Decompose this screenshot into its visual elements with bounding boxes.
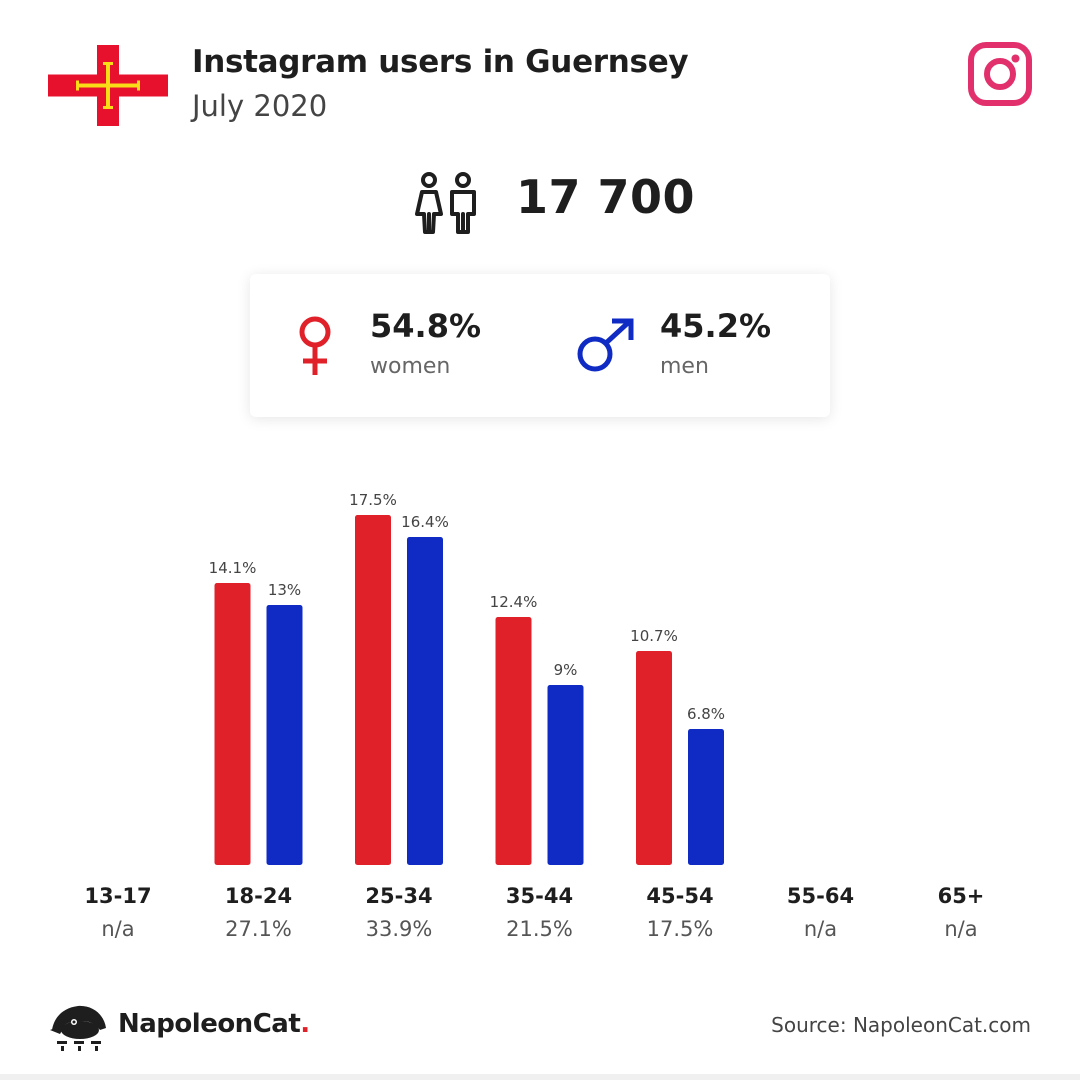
age-label-65+: 65+ [937, 884, 985, 908]
chart-subtitle: July 2020 [192, 89, 328, 123]
age-label-25-34: 25-34 [365, 884, 433, 908]
data-label-45-54-women: 10.7% [630, 627, 678, 645]
male-symbol-icon [577, 318, 634, 372]
age-total-25-34: 33.9% [365, 917, 433, 941]
gender-card [250, 274, 830, 417]
bar-25-34-women [355, 515, 391, 865]
instagram-icon [968, 42, 1032, 106]
bar-45-54-women [636, 651, 672, 865]
data-label-18-24-men: 13% [268, 581, 301, 599]
age-label-55-64: 55-64 [786, 884, 855, 908]
age-total-13-17: n/a [101, 917, 135, 941]
source-text: Source: NapoleonCat.com [771, 1013, 1031, 1037]
brand-name-text: NapoleonCat [118, 1009, 301, 1039]
chart-title: Instagram users in Guernsey [192, 44, 689, 80]
age-total-65+: n/a [944, 917, 978, 941]
age-total-45-54: 17.5% [646, 917, 714, 941]
age-gender-bar-chart: 14.1% 13% 17.5%16.4% 12.4% 9% 10.7% 6.8% [209, 491, 725, 865]
female-symbol-icon [299, 316, 331, 375]
men-label: men [660, 354, 709, 379]
bottom-divider [0, 1074, 1080, 1080]
data-label-25-34-men: 16.4% [401, 513, 449, 531]
data-label-45-54-men: 6.8% [687, 705, 725, 723]
age-total-35-44: 21.5% [506, 917, 573, 941]
data-label-35-44-women: 12.4% [490, 593, 538, 611]
age-label-45-54: 45-54 [646, 884, 714, 908]
age-total-55-64: n/a [803, 917, 838, 941]
data-label-25-34-women: 17.5% [349, 491, 397, 509]
brand-name: NapoleonCat. [118, 1009, 310, 1039]
data-label-35-44-men: 9% [554, 661, 578, 679]
napoleoncat-logo-icon [50, 1005, 106, 1051]
people-icon [415, 172, 476, 234]
total-users: 17 700 [516, 170, 696, 224]
bar-35-44-women [495, 617, 532, 865]
age-label-35-44: 35-44 [505, 884, 574, 908]
women-label: women [370, 354, 451, 379]
age-label-13-17: 13-17 [84, 884, 152, 908]
brand-dot: . [300, 1009, 310, 1039]
age-total-18-24: 27.1% [225, 917, 292, 941]
age-label-18-24: 18-24 [224, 884, 293, 908]
data-label-18-24-women: 14.1% [209, 559, 257, 577]
women-percentage: 54.8% [370, 307, 482, 345]
men-percentage: 45.2% [660, 307, 772, 345]
bar-18-24-men [266, 605, 303, 865]
guernsey-flag-icon [48, 45, 168, 126]
bar-18-24-women [214, 583, 251, 865]
bar-45-54-men [688, 729, 724, 865]
bar-35-44-men [547, 685, 584, 865]
bar-25-34-men [407, 537, 443, 865]
